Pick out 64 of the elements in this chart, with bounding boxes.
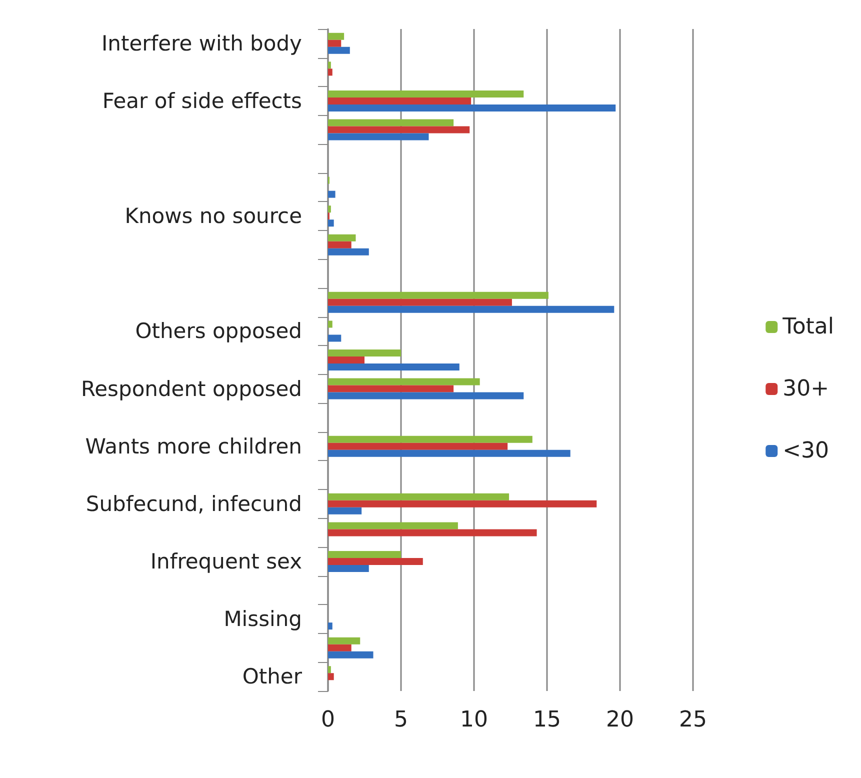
bar xyxy=(328,529,537,536)
bar xyxy=(328,320,332,328)
bar xyxy=(328,234,356,242)
y-tick-label: Others opposed xyxy=(135,319,302,344)
y-tick-label: Knows no source xyxy=(124,204,302,228)
bar xyxy=(328,334,342,342)
bar xyxy=(328,97,472,104)
bar xyxy=(328,500,597,508)
bar xyxy=(328,507,362,514)
bar xyxy=(328,637,360,644)
bar xyxy=(328,292,548,299)
bar xyxy=(328,126,470,134)
x-tick-label: 25 xyxy=(679,708,707,732)
bar xyxy=(328,564,369,572)
bar xyxy=(328,392,524,400)
x-tick-label: 20 xyxy=(606,708,634,732)
legend-label: 30+ xyxy=(782,376,830,402)
bar xyxy=(328,364,460,370)
bar xyxy=(328,104,616,112)
y-tick-label: Other xyxy=(242,664,302,689)
y-tick-label: Fear of side effects xyxy=(102,88,302,113)
bar xyxy=(328,68,332,76)
bar xyxy=(328,248,369,256)
y-tick-label: Interfere with body xyxy=(101,31,302,56)
x-tick-label: 10 xyxy=(460,708,488,732)
bar xyxy=(328,356,364,364)
bar xyxy=(328,522,458,530)
bar xyxy=(328,558,423,565)
legend-label: Total xyxy=(782,314,834,340)
bar xyxy=(328,220,334,227)
bar xyxy=(328,378,480,386)
bar xyxy=(328,46,350,54)
bar xyxy=(328,40,342,47)
bar xyxy=(328,32,344,40)
bar xyxy=(328,550,401,558)
bar xyxy=(328,119,454,126)
y-tick-label: Respondent opposed xyxy=(80,376,302,401)
bar xyxy=(328,666,331,674)
bar xyxy=(328,385,454,392)
bar xyxy=(328,644,352,652)
bar xyxy=(328,241,352,248)
y-tick-label: Subfecund, infecund xyxy=(86,492,302,516)
y-tick-label: Infrequent sex xyxy=(150,549,302,574)
bar xyxy=(328,350,401,356)
bar xyxy=(328,450,570,457)
bar xyxy=(328,442,508,450)
x-tick-label: 15 xyxy=(533,708,561,732)
x-tick-label: 0 xyxy=(321,708,335,732)
bar xyxy=(328,622,332,630)
bar xyxy=(328,493,510,500)
bar xyxy=(328,190,336,198)
bar xyxy=(328,306,614,313)
bar xyxy=(328,133,429,140)
y-tick-label: Wants more children xyxy=(85,434,302,458)
x-tick-label: 5 xyxy=(394,708,408,732)
legend-label: <30 xyxy=(782,438,830,464)
bar xyxy=(328,298,512,306)
bar xyxy=(328,673,334,680)
bar xyxy=(328,90,524,98)
y-tick-label: Missing xyxy=(224,607,302,632)
bar xyxy=(328,651,374,658)
bar xyxy=(328,436,532,443)
bar xyxy=(328,206,331,213)
bar xyxy=(328,62,331,69)
